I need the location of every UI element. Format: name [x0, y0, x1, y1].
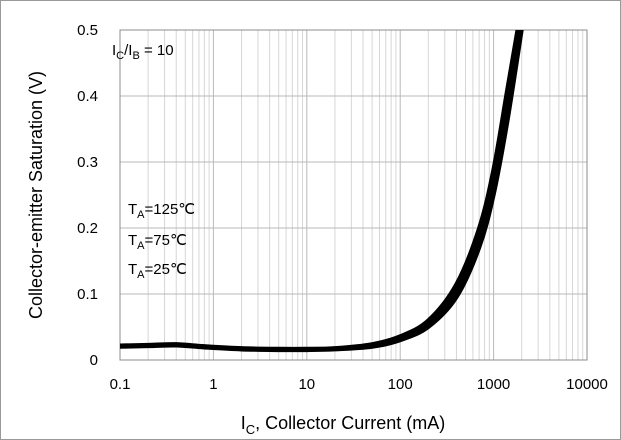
x-axis-title: IC, Collector Current (mA)	[241, 413, 445, 437]
y-tick-label: 0.5	[77, 22, 98, 39]
x-tick-label: 0.1	[110, 376, 131, 393]
x-tick-label: 100	[388, 376, 413, 393]
series-line-2	[120, 30, 524, 353]
series-group	[120, 30, 524, 353]
grid	[120, 30, 587, 360]
x-tick-label: 1000	[477, 376, 510, 393]
y-axis-title: Collector-emitter Saturation (V)	[26, 71, 46, 319]
y-tick-label: 0.1	[77, 286, 98, 303]
x-tick-labels: 0.1 1 10 100 1000 10000	[110, 376, 608, 393]
x-tick-label: 1	[209, 376, 217, 393]
plot-area-border	[119, 29, 588, 361]
y-tick-label: 0	[90, 352, 98, 369]
y-tick-labels: 0 0.1 0.2 0.3 0.4 0.5	[77, 22, 98, 369]
y-tick-label: 0.2	[77, 220, 98, 237]
x-tick-label: 10000	[566, 376, 608, 393]
x-tick-label: 10	[298, 376, 315, 393]
legend-item-25: TA=25℃	[128, 261, 187, 281]
series-line-1	[120, 30, 522, 352]
y-tick-label: 0.4	[77, 88, 98, 105]
legend-item-75: TA=75℃	[128, 232, 187, 252]
condition-label: IC/IB = 10	[112, 42, 174, 62]
legend-item-125: TA=125℃	[128, 201, 195, 221]
series-line-0	[120, 30, 520, 351]
y-tick-label: 0.3	[77, 154, 98, 171]
